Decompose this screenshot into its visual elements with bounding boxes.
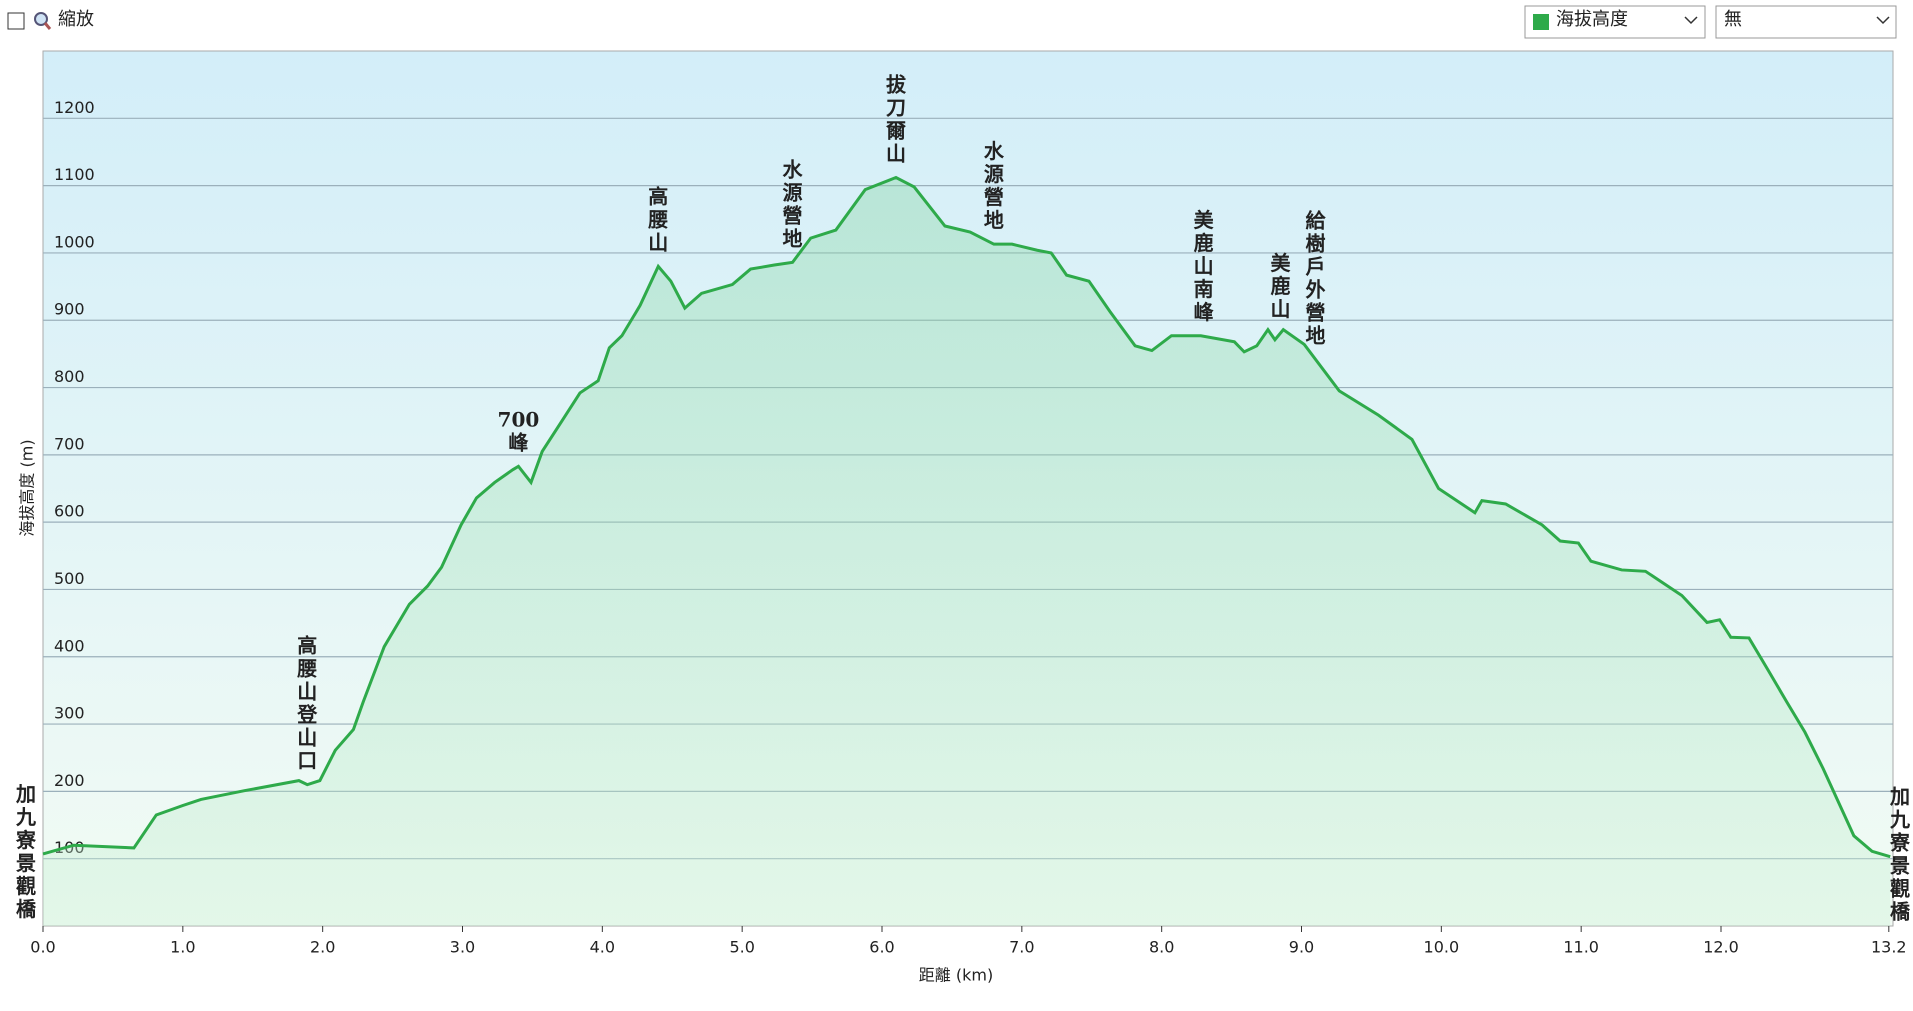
series-dropdown[interactable]	[1524, 5, 1706, 39]
x-tick-label: 13.2	[1871, 938, 1907, 957]
x-tick-label: 7.0	[1009, 938, 1034, 957]
zoom-label: 縮放	[58, 9, 94, 30]
x-tick-label: 10.0	[1424, 938, 1460, 957]
y-tick-label: 400	[54, 636, 85, 655]
annotation: 美鹿山	[1271, 251, 1292, 321]
zoom-icon	[34, 12, 48, 26]
annotation: 拔刀爾山	[885, 72, 907, 165]
y-axis-label: 海拔高度 (m)	[18, 439, 37, 536]
x-tick-label: 6.0	[869, 938, 894, 957]
secondary-value: 無	[1724, 9, 1742, 30]
area-fill	[43, 177, 1891, 927]
x-tick-label: 2.0	[310, 938, 335, 957]
x-axis-label: 距離 (km)	[919, 966, 993, 985]
y-tick-label: 900	[54, 300, 85, 319]
series-name: 海拔高度	[1556, 9, 1628, 30]
y-tick-label: 600	[54, 502, 85, 521]
x-tick-label: 1.0	[170, 938, 195, 957]
series-swatch	[1533, 14, 1549, 30]
y-tick-label: 700	[54, 434, 85, 453]
y-tick-label: 500	[54, 569, 85, 588]
dropdown-arrow	[1684, 16, 1698, 25]
x-tick-label: 0.0	[30, 938, 55, 957]
annotation: 美鹿山南峰	[1194, 208, 1215, 324]
x-tick-label: 4.0	[590, 938, 615, 957]
annotation: 高腰山	[647, 184, 668, 254]
annotation: 水源營地	[984, 139, 1005, 232]
annotation: 水源營地	[783, 157, 804, 250]
y-tick-label: 1000	[54, 232, 95, 251]
x-tick-label: 11.0	[1563, 938, 1599, 957]
annotation: 加九寮景觀橋	[1889, 784, 1911, 923]
elevation-line	[42, 175, 1891, 859]
x-tick-label: 12.0	[1703, 938, 1739, 957]
annotation: 給樹戶外營地	[1305, 208, 1326, 347]
dropdown-arrow	[1876, 16, 1890, 25]
y-tick-label: 1100	[54, 165, 95, 184]
y-tick-label: 800	[54, 367, 85, 386]
y-tick-label: 300	[54, 704, 85, 723]
secondary-dropdown[interactable]	[1715, 5, 1897, 39]
x-tick-label: 5.0	[729, 938, 754, 957]
y-tick-label: 1200	[54, 98, 95, 117]
x-tick-label: 8.0	[1149, 938, 1174, 957]
zoom-checkbox[interactable]	[7, 12, 25, 30]
x-tick-label: 9.0	[1289, 938, 1314, 957]
annotation: 高腰山登山口	[296, 633, 318, 772]
annotation: 加九寮景觀橋	[15, 781, 37, 920]
annotation: 700 峰	[498, 407, 540, 454]
x-tick-label: 3.0	[450, 938, 475, 957]
y-tick-label: 200	[54, 771, 85, 790]
zoom-icon-handle	[43, 22, 52, 30]
